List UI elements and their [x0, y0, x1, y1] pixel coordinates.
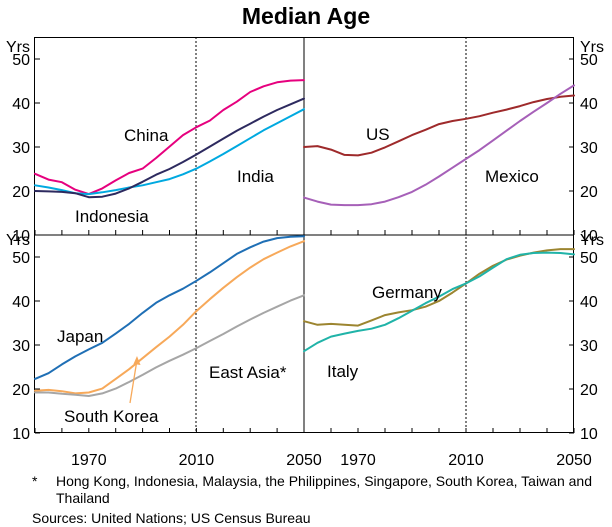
footnote-text: Hong Kong, Indonesia, Malaysia, the Phil…	[56, 473, 592, 506]
series-line-indonesia	[34, 97, 305, 199]
footnote-marker: *	[32, 473, 38, 489]
series-line-us	[303, 94, 575, 157]
y-tick-label: 40	[580, 96, 598, 113]
y-tick-label: 10	[580, 426, 598, 443]
y-tick-label: 20	[12, 184, 30, 201]
chart-title: Median Age	[242, 3, 370, 29]
unit-label-top-right: Yrs	[580, 39, 604, 56]
axis-tick-labels: 10 20 30 40 50 10 20 30 40 50 10 20 30 40 50 10 20 30 40 50…	[12, 52, 598, 469]
y-tick-label: 50	[12, 52, 30, 69]
label-indonesia: Indonesia	[75, 207, 149, 226]
label-mexico: Mexico	[485, 167, 539, 186]
series-layer	[34, 79, 575, 397]
label-us: US	[366, 125, 390, 144]
label-south-korea: South Korea	[64, 407, 159, 426]
x-tick-label: 1970	[71, 452, 107, 469]
label-east-asia: East Asia*	[209, 363, 287, 382]
unit-label-bottom-left: Yrs	[6, 232, 30, 249]
sources-note: Sources: United Nations; US Census Burea…	[32, 510, 311, 526]
label-japan: Japan	[57, 327, 103, 346]
y-tick-label: 10	[12, 228, 30, 245]
y-tick-label: 30	[12, 140, 30, 157]
series-line-japan	[34, 235, 305, 380]
y-tick-label: 20	[580, 184, 598, 201]
y-tick-label: 30	[580, 140, 598, 157]
y-tick-label: 50	[580, 52, 598, 69]
y-tick-label: 40	[12, 96, 30, 113]
unit-label-bottom-right: Yrs	[580, 232, 604, 249]
label-italy: Italy	[327, 362, 359, 381]
y-tick-label: 30	[580, 338, 598, 355]
y-tick-label: 10	[12, 426, 30, 443]
y-tick-label: 10	[580, 228, 598, 245]
x-tick-label: 2050	[556, 452, 592, 469]
label-germany: Germany	[372, 283, 442, 302]
x-tick-label: 1970	[340, 452, 376, 469]
x-tick-label: 2010	[179, 452, 215, 469]
y-tick-label: 20	[580, 382, 598, 399]
label-china: China	[124, 126, 169, 145]
y-tick-label: 40	[12, 294, 30, 311]
series-line-mexico	[303, 84, 575, 207]
south-korea-pointer-head	[133, 356, 141, 365]
x-tick-label: 2050	[286, 452, 322, 469]
series-line-east-asia	[34, 294, 305, 397]
series-line-south-korea	[34, 240, 305, 395]
y-tick-label: 20	[12, 382, 30, 399]
series-line-china	[34, 79, 305, 196]
y-tick-label: 50	[580, 250, 598, 267]
series-line-italy	[303, 251, 575, 353]
y-tick-label: 30	[12, 338, 30, 355]
south-korea-pointer	[129, 359, 138, 404]
y-tick-label: 40	[580, 294, 598, 311]
x-tick-label: 2010	[448, 452, 484, 469]
unit-label-top-left: Yrs	[6, 39, 30, 56]
label-india: India	[237, 167, 274, 186]
y-tick-label: 50	[12, 250, 30, 267]
